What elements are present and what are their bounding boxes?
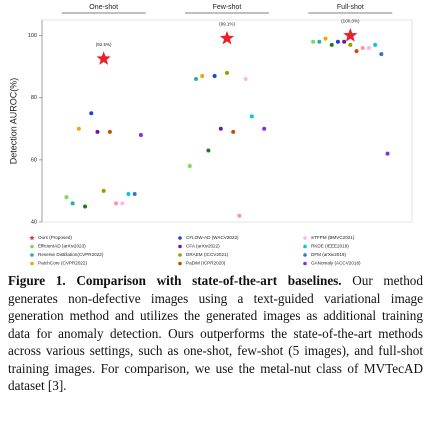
legend-label: CFA (arXiv2022) (186, 244, 220, 249)
point (212, 73, 217, 78)
point (218, 126, 223, 131)
point (317, 39, 322, 44)
point (354, 49, 359, 54)
chart: Detection AUROC(%) 40 60 80 100 One-shot Few-… (8, 4, 413, 266)
point (70, 201, 75, 206)
point (76, 126, 81, 131)
point (329, 42, 334, 47)
y-axis-label: Detection AUROC(%) (8, 78, 18, 165)
point (373, 42, 378, 47)
point (114, 201, 119, 206)
point (95, 129, 100, 134)
point (225, 70, 229, 75)
point (138, 132, 143, 137)
caption-title: Comparison with state-of-the-art baselin… (76, 273, 342, 288)
point (311, 39, 316, 44)
star-marker (343, 28, 358, 42)
y-tick-label: 100 (28, 33, 37, 39)
y-tick-label: 40 (31, 219, 37, 225)
point (366, 45, 371, 50)
point (107, 129, 112, 134)
y-tick-label: 60 (31, 157, 37, 163)
legend-label: EfficientAD (arXiv2023) (38, 244, 86, 249)
point (200, 73, 205, 78)
group-label: One-shot (89, 4, 118, 11)
legend-marker (178, 236, 182, 240)
legend-label: STFPM (BMVC2021) (311, 235, 355, 240)
point (243, 77, 248, 82)
point (187, 164, 192, 169)
point (379, 52, 384, 57)
legend-label: GANomaly (ACCV2018) (311, 261, 361, 266)
point (348, 42, 353, 47)
point (262, 126, 267, 131)
point (101, 188, 106, 193)
legend-label: PaDiM (ICPR2020) (186, 261, 226, 266)
point (237, 213, 242, 218)
legend-marker (30, 261, 34, 266)
point (120, 201, 125, 206)
legend-label: PatchCore (CVPR2022) (38, 261, 87, 266)
point (83, 204, 88, 209)
caption-text: Our method generates non-defective image… (8, 273, 423, 393)
point (385, 151, 390, 156)
star-marker (96, 51, 111, 65)
legend-marker (178, 261, 182, 266)
point (64, 195, 69, 200)
legend-marker (303, 261, 307, 266)
point (231, 129, 236, 134)
point (132, 192, 137, 197)
legend-label: DFM (arXiv2019) (311, 252, 346, 257)
legend-label: CFLOW-AD (WACV2022) (186, 235, 239, 240)
legend-label: Reverse Distillation(CVPR2022) (38, 252, 104, 257)
legend-label: Ours (Proposed) (38, 235, 72, 240)
legend-marker (303, 244, 307, 249)
legend-label: DRAEM (ICCV2021) (186, 252, 229, 257)
value-label: (99.1%) (219, 22, 235, 27)
point (323, 36, 328, 41)
point (126, 192, 131, 197)
legend-marker (178, 253, 182, 257)
y-tick-label: 80 (31, 95, 37, 101)
group-label: Full-shot (337, 4, 364, 11)
star-marker (219, 30, 235, 45)
caption-label: Figure 1. (8, 273, 66, 288)
value-label: (92.5%) (96, 42, 112, 47)
point (194, 77, 198, 82)
point (335, 39, 340, 44)
caption: Figure 1. Comparison with state-of-the-a… (8, 272, 423, 395)
legend-marker (30, 253, 34, 257)
legend-marker (303, 253, 307, 257)
point (342, 39, 347, 44)
legend-marker (29, 235, 35, 241)
legend-marker (303, 236, 307, 240)
point (89, 111, 94, 116)
point (206, 148, 211, 153)
value-label: (100.0%) (341, 19, 360, 24)
point (360, 45, 365, 50)
point (249, 114, 254, 119)
legend-marker (30, 244, 34, 249)
group-label: Few-shot (213, 4, 242, 11)
legend-marker (178, 244, 182, 249)
legend-label: RKDE (IEEE2019) (311, 244, 349, 249)
